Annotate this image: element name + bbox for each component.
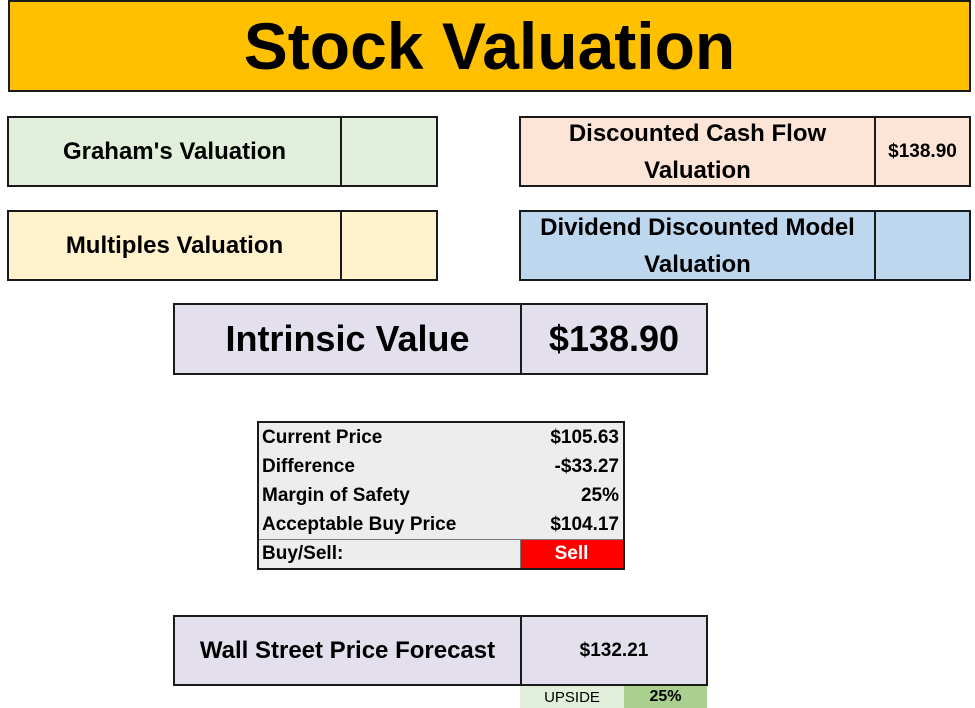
table-row: Buy/Sell: Sell — [258, 539, 624, 569]
grahams-valuation-label: Graham's Valuation — [9, 118, 342, 185]
margin-of-safety-value[interactable]: 25% — [520, 481, 624, 510]
price-summary-table: Current Price $105.63 Difference -$33.27… — [257, 421, 625, 570]
ddm-valuation-value[interactable] — [876, 212, 969, 279]
table-row: Acceptable Buy Price $104.17 — [258, 510, 624, 540]
intrinsic-value-amount: $138.90 — [548, 318, 680, 359]
acceptable-buy-price-value[interactable]: $104.17 — [520, 510, 624, 540]
margin-of-safety-label: Margin of Safety — [258, 481, 521, 510]
table-row: Current Price $105.63 — [258, 422, 624, 452]
upside-value[interactable]: 25% — [624, 686, 707, 708]
multiples-valuation-value[interactable] — [342, 212, 436, 279]
page-title: Stock Valuation — [243, 9, 736, 83]
dcf-valuation-box: Discounted Cash Flow Valuation $138.90 — [519, 116, 971, 187]
table-row: Margin of Safety 25% — [258, 481, 624, 510]
difference-value[interactable]: -$33.27 — [520, 452, 624, 481]
forecast-label: Wall Street Price Forecast — [175, 617, 522, 684]
forecast-value[interactable]: $132.21 — [579, 639, 649, 661]
multiples-valuation-label: Multiples Valuation — [9, 212, 342, 279]
dcf-valuation-value[interactable]: $138.90 — [888, 140, 957, 162]
dcf-valuation-label: Discounted Cash Flow Valuation — [521, 118, 876, 185]
table-row: Difference -$33.27 — [258, 452, 624, 481]
title-banner: Stock Valuation — [8, 0, 971, 92]
grahams-valuation-value[interactable] — [342, 118, 436, 185]
ddm-valuation-label: Dividend Discounted Model Valuation — [521, 212, 876, 279]
current-price-label: Current Price — [258, 422, 521, 452]
ddm-valuation-box: Dividend Discounted Model Valuation — [519, 210, 971, 281]
buy-sell-label: Buy/Sell: — [258, 539, 521, 569]
acceptable-buy-price-label: Acceptable Buy Price — [258, 510, 521, 540]
intrinsic-value-label: Intrinsic Value — [175, 305, 522, 373]
upside-label: UPSIDE — [520, 686, 624, 708]
grahams-valuation-box: Graham's Valuation — [7, 116, 438, 187]
multiples-valuation-box: Multiples Valuation — [7, 210, 438, 281]
difference-label: Difference — [258, 452, 521, 481]
forecast-box: Wall Street Price Forecast $132.21 — [173, 615, 708, 686]
intrinsic-value-box: Intrinsic Value $138.90 — [173, 303, 708, 375]
current-price-value[interactable]: $105.63 — [520, 422, 624, 452]
buy-sell-status[interactable]: Sell — [520, 539, 624, 569]
